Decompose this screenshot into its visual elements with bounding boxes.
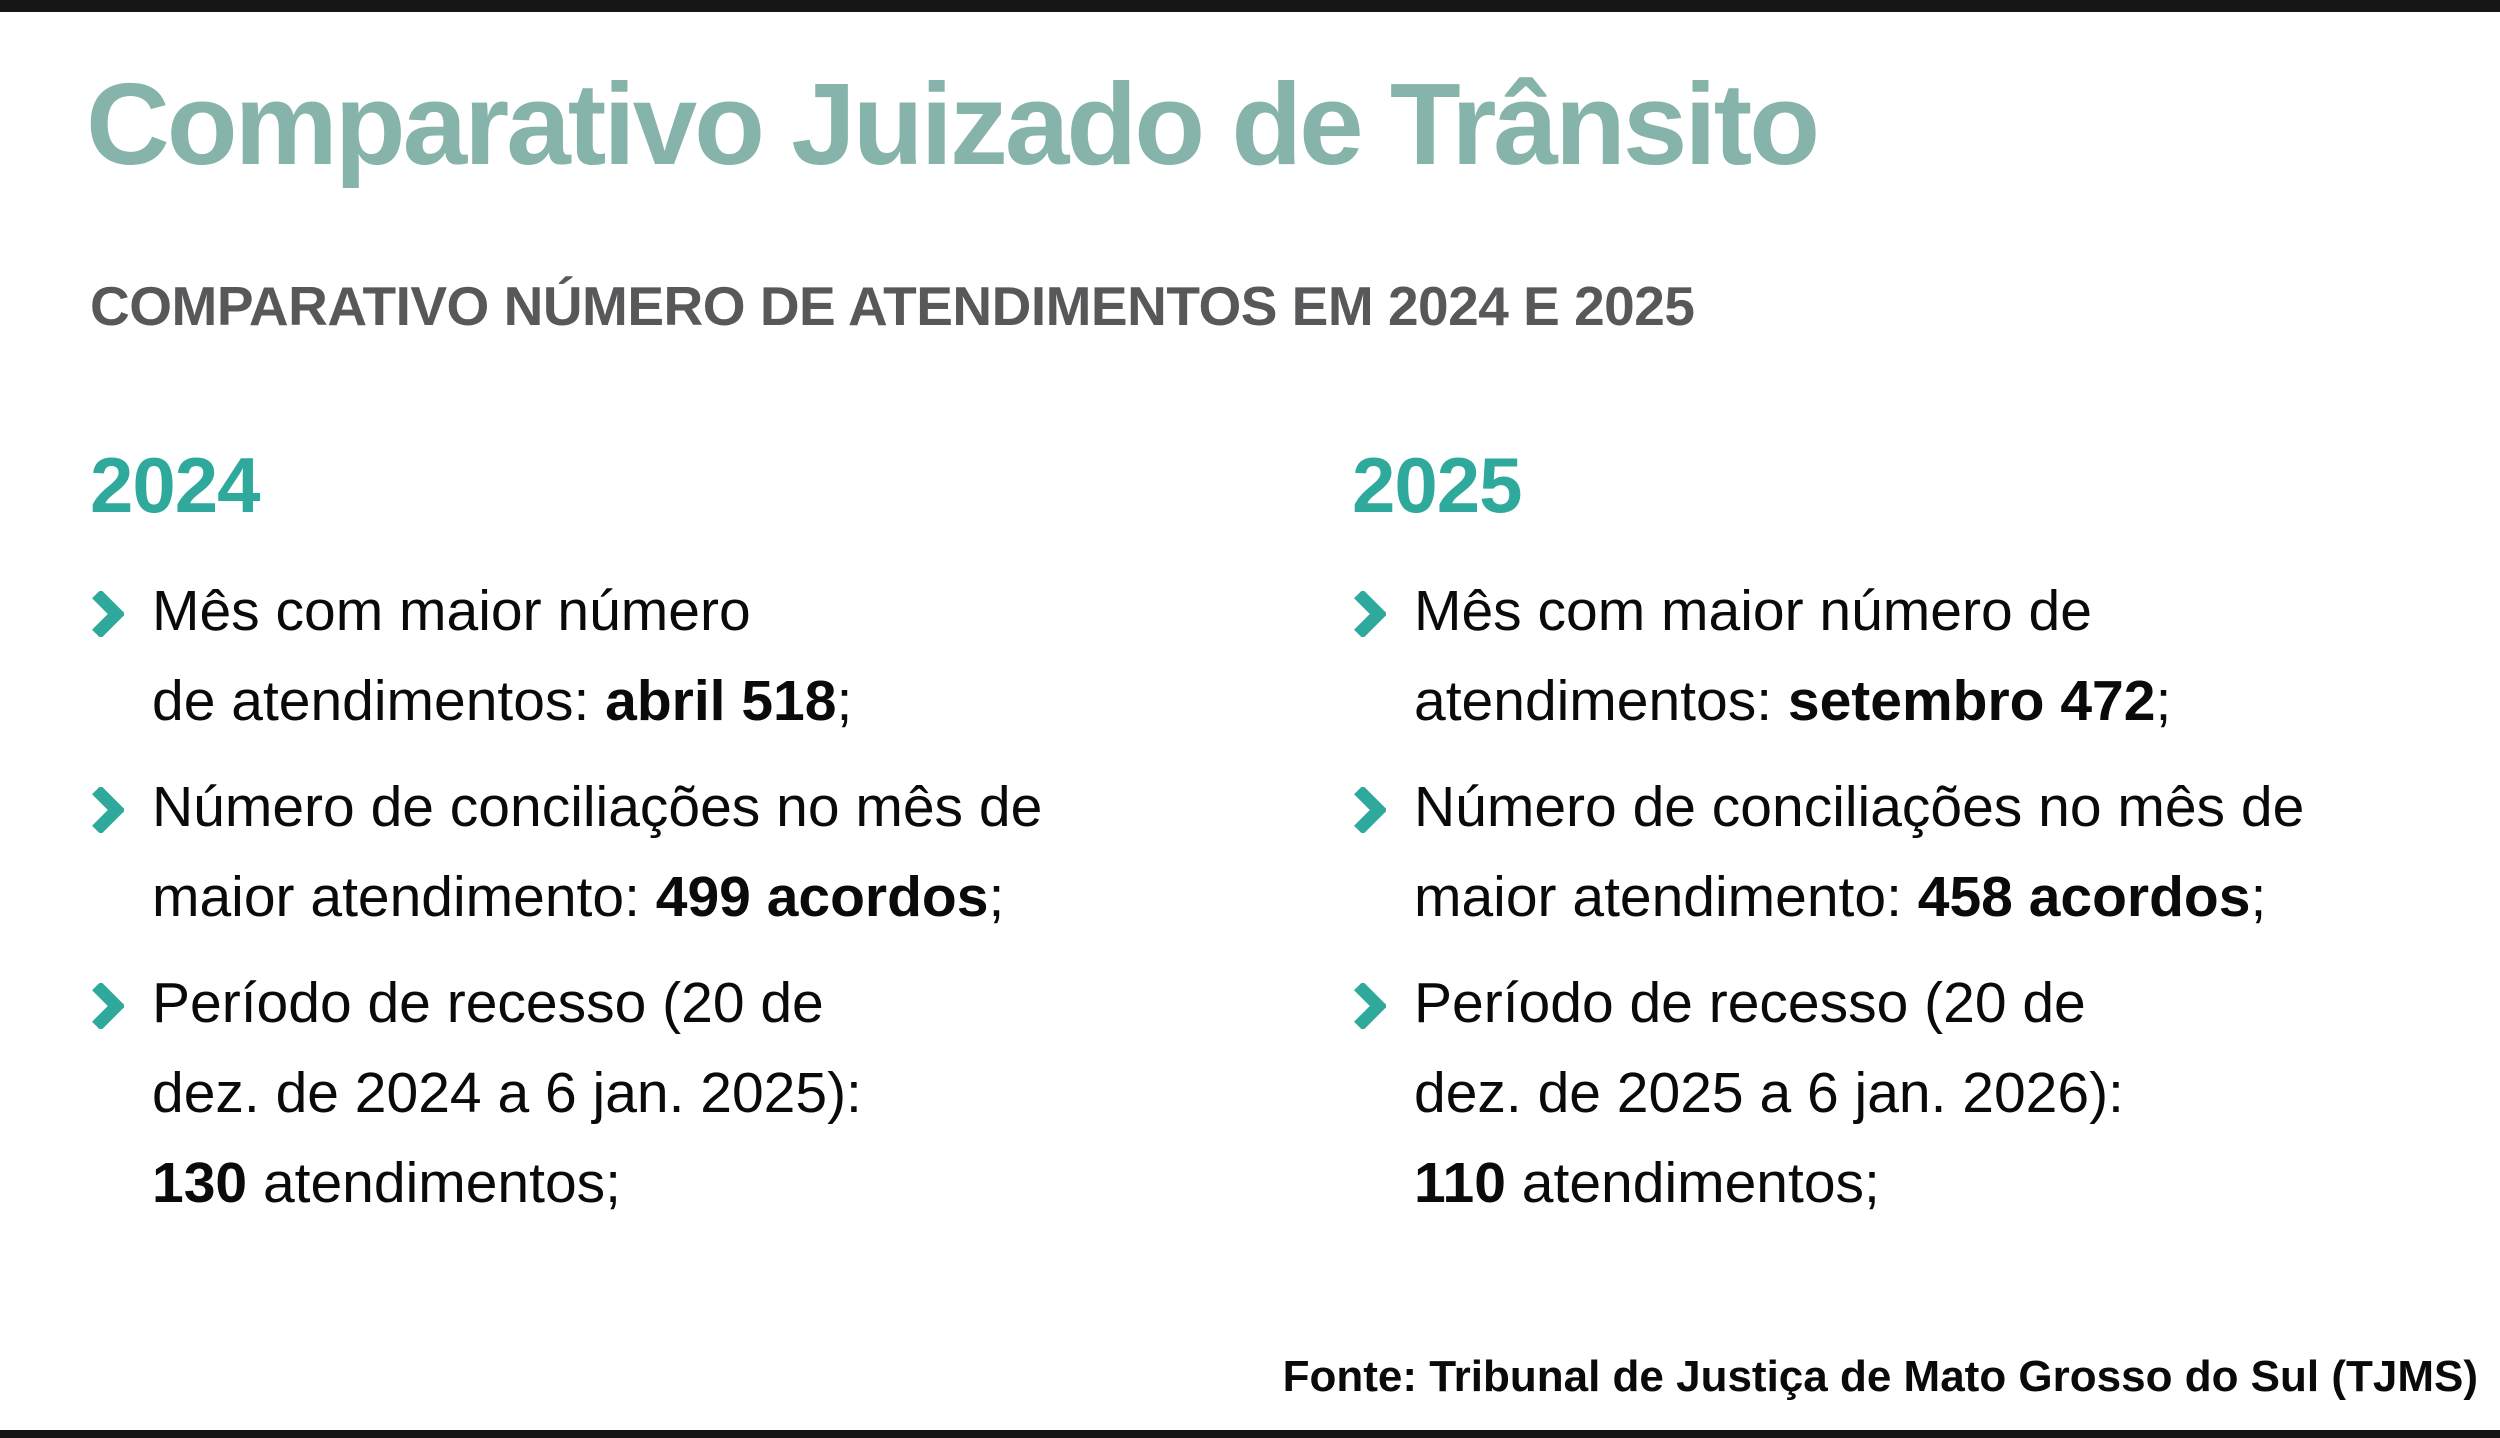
text-line: 110 atendimentos; (1414, 1138, 2124, 1228)
text-segment-bold: setembro 472 (1787, 669, 2156, 733)
chevron-right-icon (90, 591, 152, 637)
text-line: maior atendimento: 499 acordos; (152, 852, 1042, 942)
text-line: 130 atendimentos; (152, 1138, 862, 1228)
year-heading-2025: 2025 (1352, 441, 1523, 529)
text-segment: atendimentos; (247, 1151, 622, 1215)
text-segment-bold: 458 acordos (1917, 865, 2251, 929)
bullet-text: Número de conciliações no mês de maior a… (152, 762, 1042, 942)
text-segment: de atendimentos: (152, 669, 606, 733)
text-segment-bold: abril 518 (605, 669, 837, 733)
text-line: maior atendimento: 458 acordos; (1414, 852, 2304, 942)
chevron-right-icon (1352, 591, 1414, 637)
text-segment: maior atendimento: (152, 865, 656, 929)
text-segment: Período de recesso (20 de (152, 971, 824, 1035)
top-border-bar (0, 0, 2500, 12)
text-segment: atendimentos: (1414, 669, 1788, 733)
text-segment-bold: 499 acordos (655, 865, 989, 929)
text-segment: ; (2250, 865, 2267, 929)
text-segment: Período de recesso (20 de (1414, 971, 2086, 1035)
chevron-right-icon (1352, 787, 1414, 833)
bullet-text: Período de recesso (20 de dez. de 2024 a… (152, 958, 862, 1228)
chevron-right-icon (1352, 983, 1414, 1029)
bottom-border-bar (0, 1430, 2500, 1438)
text-segment: Número de conciliações no mês de (152, 775, 1043, 839)
column-2024: 2024 Mês com maior número de atendimento… (90, 446, 1270, 1244)
text-line: Período de recesso (20 de (152, 958, 862, 1048)
text-segment: Número de conciliações no mês de (1414, 775, 2305, 839)
bullet-text: Número de conciliações no mês de maior a… (1414, 762, 2304, 942)
source-credit: Fonte: Tribunal de Justiça de Mato Gross… (1282, 1352, 2478, 1401)
text-line: Período de recesso (20 de (1414, 958, 2124, 1048)
year-heading-2024: 2024 (90, 441, 261, 529)
text-line: Mês com maior número (152, 566, 852, 656)
text-segment: Mês com maior número (152, 579, 751, 643)
text-segment: dez. de 2025 a 6 jan. 2026): (1414, 1061, 2124, 1125)
text-line: Número de conciliações no mês de (152, 762, 1042, 852)
page-title: Comparativo Juizado de Trânsito (86, 59, 1820, 189)
chevron-right-icon (90, 983, 152, 1029)
text-line: dez. de 2025 a 6 jan. 2026): (1414, 1048, 2124, 1138)
bullet-item: Mês com maior número de atendimentos: ab… (90, 566, 1270, 746)
text-segment: Mês com maior número de (1414, 579, 2092, 643)
bullet-text: Mês com maior número de atendimentos: ab… (152, 566, 852, 746)
text-line: de atendimentos: abril 518; (152, 656, 852, 746)
text-line: Mês com maior número de (1414, 566, 2171, 656)
text-segment: ; (2155, 669, 2172, 733)
bullet-item: Período de recesso (20 de dez. de 2024 a… (90, 958, 1270, 1228)
text-segment: ; (988, 865, 1005, 929)
text-line: atendimentos: setembro 472; (1414, 656, 2171, 746)
bullet-text: Período de recesso (20 de dez. de 2025 a… (1414, 958, 2124, 1228)
text-segment: dez. de 2024 a 6 jan. 2025): (152, 1061, 862, 1125)
text-segment: maior atendimento: (1414, 865, 1918, 929)
bullet-item: Mês com maior número de atendimentos: se… (1352, 566, 2500, 746)
text-line: dez. de 2024 a 6 jan. 2025): (152, 1048, 862, 1138)
text-segment-bold: 130 (152, 1151, 248, 1215)
column-2025: 2025 Mês com maior número de atendimento… (1352, 446, 2500, 1244)
text-segment: ; (836, 669, 853, 733)
bullet-item: Número de conciliações no mês de maior a… (90, 762, 1270, 942)
chevron-right-icon (90, 787, 152, 833)
page-subtitle: COMPARATIVO NÚMERO DE ATENDIMENTOS EM 20… (90, 275, 1695, 337)
bullet-item: Número de conciliações no mês de maior a… (1352, 762, 2500, 942)
bullet-text: Mês com maior número de atendimentos: se… (1414, 566, 2171, 746)
bullet-item: Período de recesso (20 de dez. de 2025 a… (1352, 958, 2500, 1228)
text-segment: atendimentos; (1505, 1151, 1880, 1215)
text-segment-bold: 110 (1414, 1151, 1506, 1215)
text-line: Número de conciliações no mês de (1414, 762, 2304, 852)
